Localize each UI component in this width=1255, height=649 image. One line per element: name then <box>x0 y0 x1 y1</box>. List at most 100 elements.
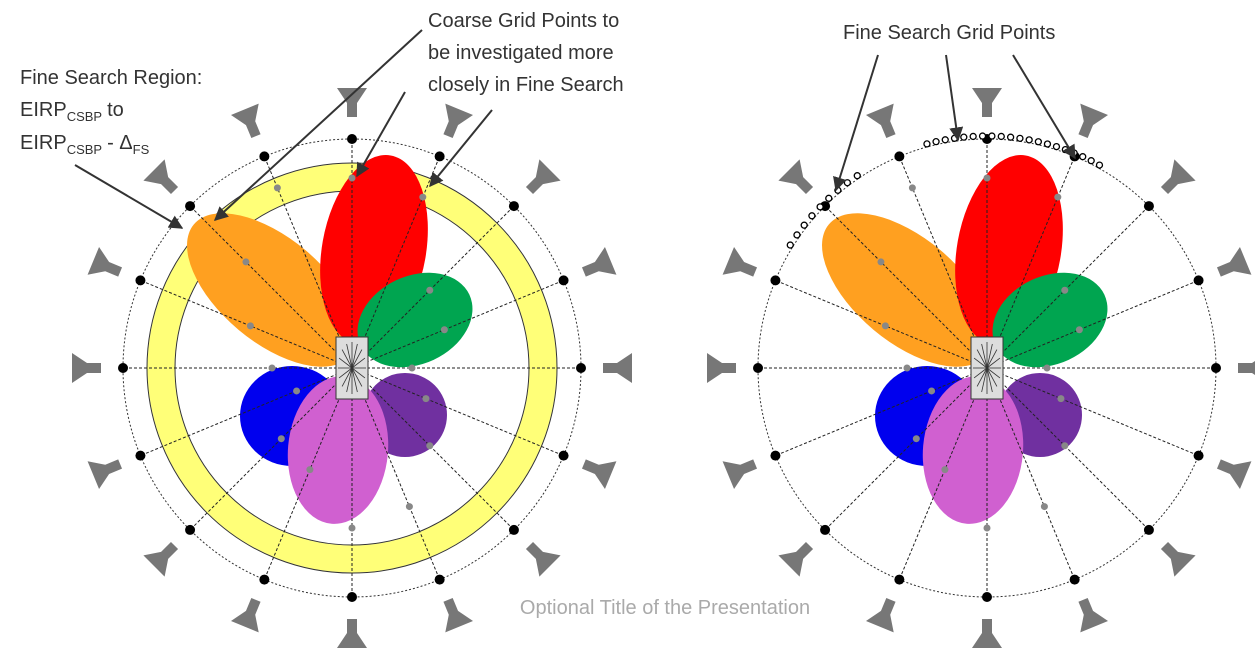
lobe-point <box>903 364 911 372</box>
fine-point <box>808 212 816 220</box>
antenna <box>87 246 123 277</box>
antenna <box>1216 459 1252 490</box>
lobe-point <box>1061 442 1069 450</box>
device-ray <box>341 367 353 387</box>
device-ray <box>986 357 1001 369</box>
lobe-point <box>242 258 250 266</box>
spoke <box>263 367 353 580</box>
spoke <box>140 367 353 457</box>
lobe-point <box>426 286 434 294</box>
fine-point <box>1095 161 1104 169</box>
lobe-point <box>293 387 301 395</box>
antenna <box>778 541 814 577</box>
grid-dot <box>118 363 128 373</box>
beam-lobe <box>287 376 389 524</box>
spoke <box>986 279 1199 369</box>
grid-dot <box>753 363 763 373</box>
fine-point <box>1025 136 1033 144</box>
antenna <box>525 159 561 195</box>
lobe-point <box>440 326 448 334</box>
beam-lobe <box>187 213 357 367</box>
lobe-point <box>426 442 434 450</box>
grid-dot <box>894 151 905 162</box>
lobe-point <box>348 524 356 532</box>
arrow <box>213 29 423 221</box>
beam-lobe <box>822 213 992 367</box>
beam-lobe <box>357 272 473 368</box>
antenna <box>443 597 474 633</box>
spoke <box>189 367 353 531</box>
antenna <box>778 159 814 195</box>
artwork <box>72 29 1255 648</box>
lobe-point <box>1061 286 1069 294</box>
to: to <box>107 99 124 121</box>
arrow <box>1012 54 1076 160</box>
antenna <box>143 541 179 577</box>
grid-dot <box>135 450 146 461</box>
lobe-point <box>277 435 285 443</box>
subscript: FS <box>133 142 150 157</box>
antenna <box>1078 597 1109 633</box>
antenna <box>1238 353 1255 383</box>
fine-point <box>1079 153 1087 161</box>
spoke <box>351 367 564 457</box>
antenna <box>603 353 632 383</box>
device-ray <box>976 367 988 387</box>
fine-point <box>816 203 824 211</box>
antenna <box>72 353 101 383</box>
fine-point <box>1016 134 1024 142</box>
grid-dot <box>259 574 270 585</box>
antenna <box>722 459 758 490</box>
grid-dot <box>982 592 992 602</box>
antenna <box>1078 103 1109 139</box>
antenna <box>337 619 367 648</box>
spoke <box>824 205 988 369</box>
device-ray <box>986 367 1001 379</box>
spoke <box>986 205 1150 369</box>
fine-point <box>1043 140 1052 148</box>
lobe-point <box>273 184 281 192</box>
spoke <box>775 367 988 457</box>
grid-dot <box>1211 363 1221 373</box>
spoke <box>351 156 441 369</box>
lobe-point <box>419 193 427 201</box>
lobe-point <box>881 322 889 330</box>
lobe-point <box>408 364 416 372</box>
fine-point <box>969 132 977 141</box>
antenna <box>581 246 617 277</box>
lobe-point <box>983 524 991 532</box>
antenna <box>1216 246 1252 277</box>
subscript: CSBP <box>67 109 102 124</box>
lobe-point <box>405 503 413 511</box>
device-ray <box>351 349 363 369</box>
spoke <box>351 367 441 580</box>
arrow <box>356 91 406 178</box>
antenna <box>1160 159 1196 195</box>
spoke <box>775 279 988 369</box>
fine-point <box>997 132 1005 141</box>
fine-point <box>793 231 801 239</box>
device-ray <box>346 343 353 369</box>
grid-dot <box>185 201 196 212</box>
spoke <box>351 205 515 369</box>
grid-dot <box>820 524 831 535</box>
grid-dot <box>558 450 569 461</box>
lobe-point <box>912 435 920 443</box>
arrow <box>429 109 493 188</box>
device-ray <box>986 367 998 387</box>
lobe-point <box>422 395 430 403</box>
antenna <box>525 541 561 577</box>
grid-dot <box>185 524 196 535</box>
eirp: EIRP <box>20 99 67 121</box>
spoke <box>351 279 564 369</box>
antenna <box>722 246 758 277</box>
antenna <box>230 103 261 139</box>
device-ray <box>973 357 988 369</box>
fine-point <box>1006 133 1015 141</box>
grid-dot <box>770 275 781 286</box>
arrow <box>74 164 184 229</box>
grid-dot <box>347 134 357 144</box>
device-ray <box>981 367 988 393</box>
fine-point <box>800 221 808 229</box>
fine-region-line1: Fine Search Region: <box>20 67 202 89</box>
